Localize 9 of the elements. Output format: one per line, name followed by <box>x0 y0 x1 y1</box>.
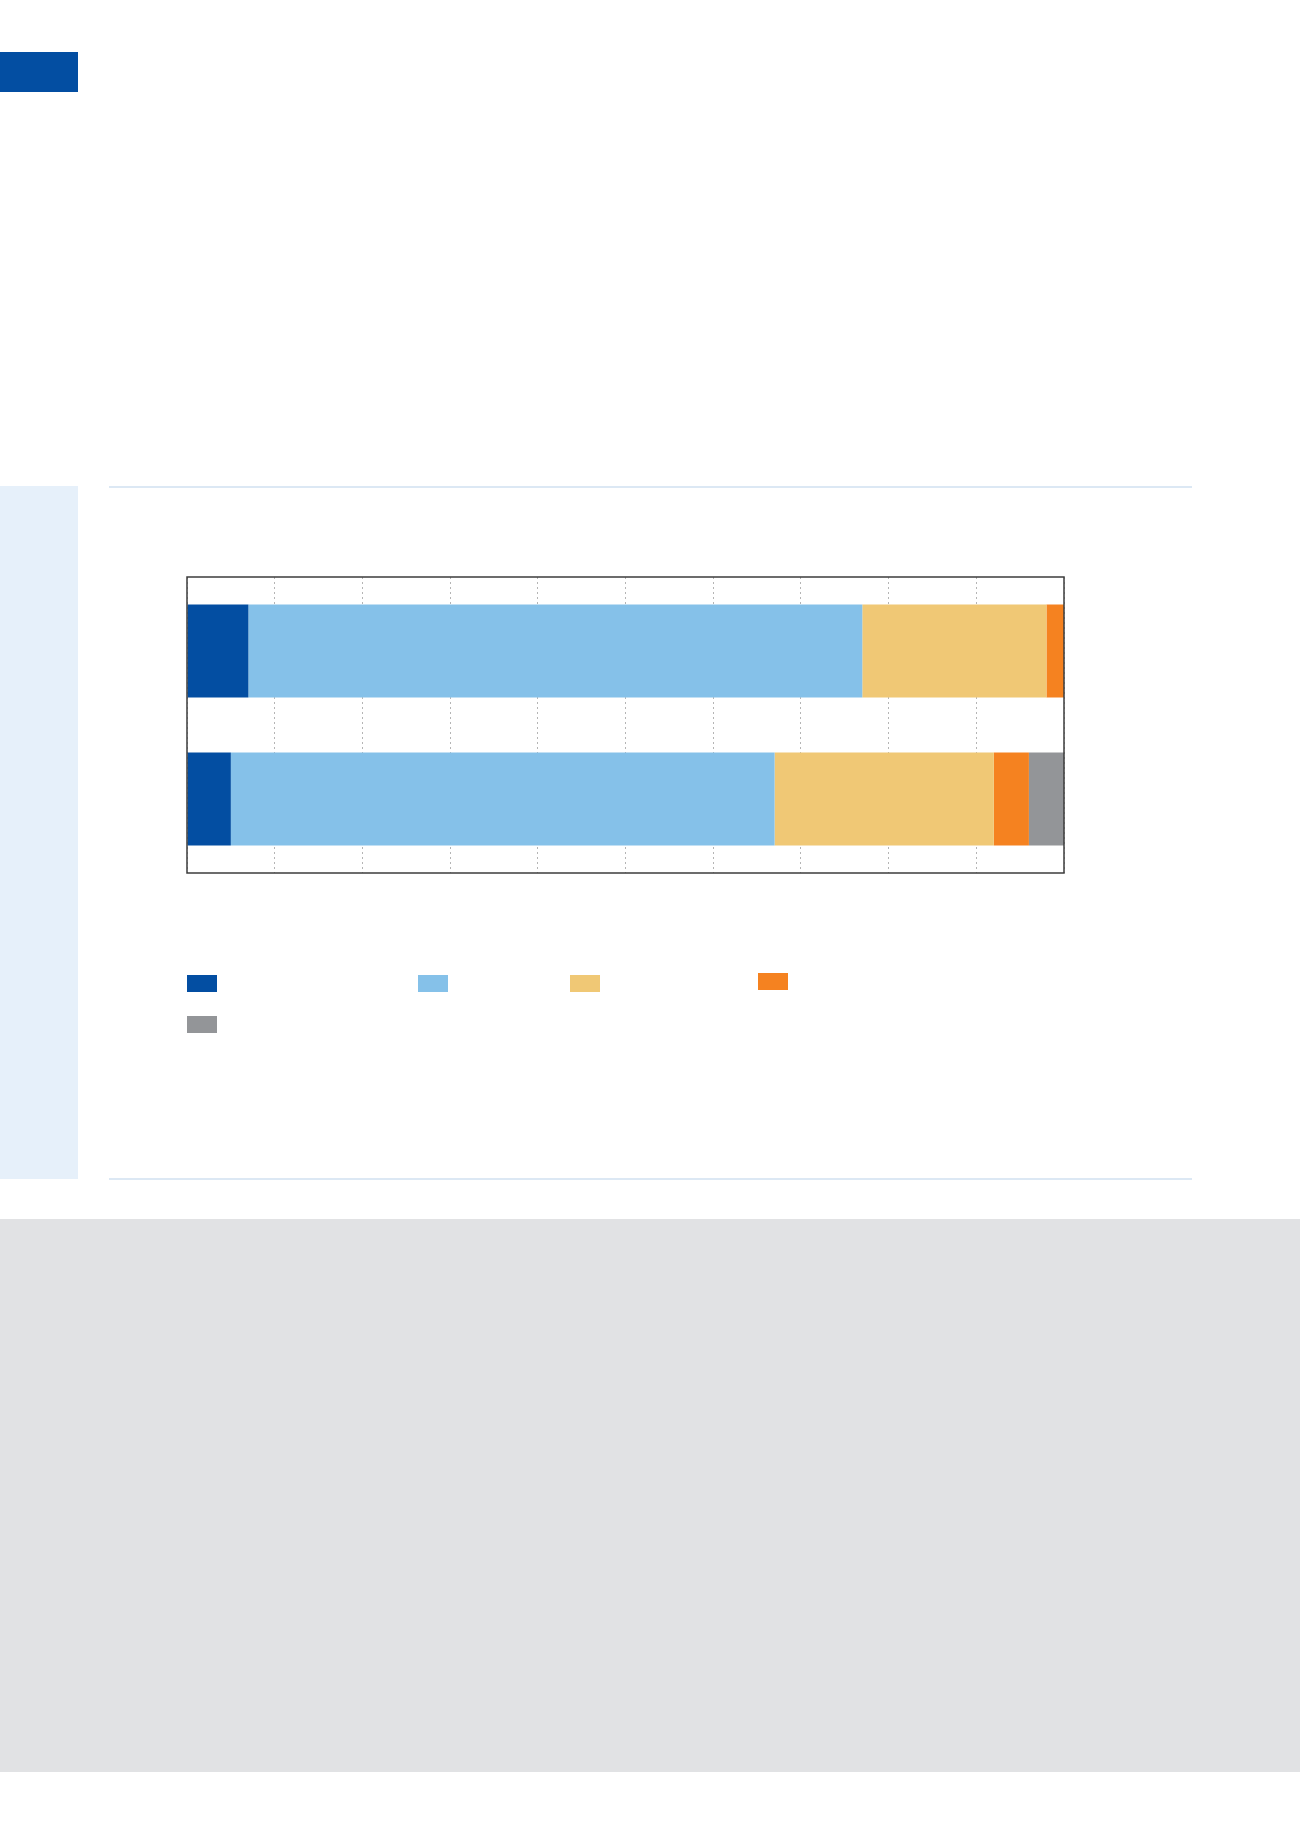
bar <box>1046 604 1064 698</box>
bar <box>862 604 1047 698</box>
bar <box>187 604 249 698</box>
bar <box>993 752 1029 846</box>
bar <box>774 752 994 846</box>
bar <box>187 752 231 846</box>
bar <box>248 604 863 698</box>
bar <box>1028 752 1064 846</box>
bar <box>230 752 775 846</box>
